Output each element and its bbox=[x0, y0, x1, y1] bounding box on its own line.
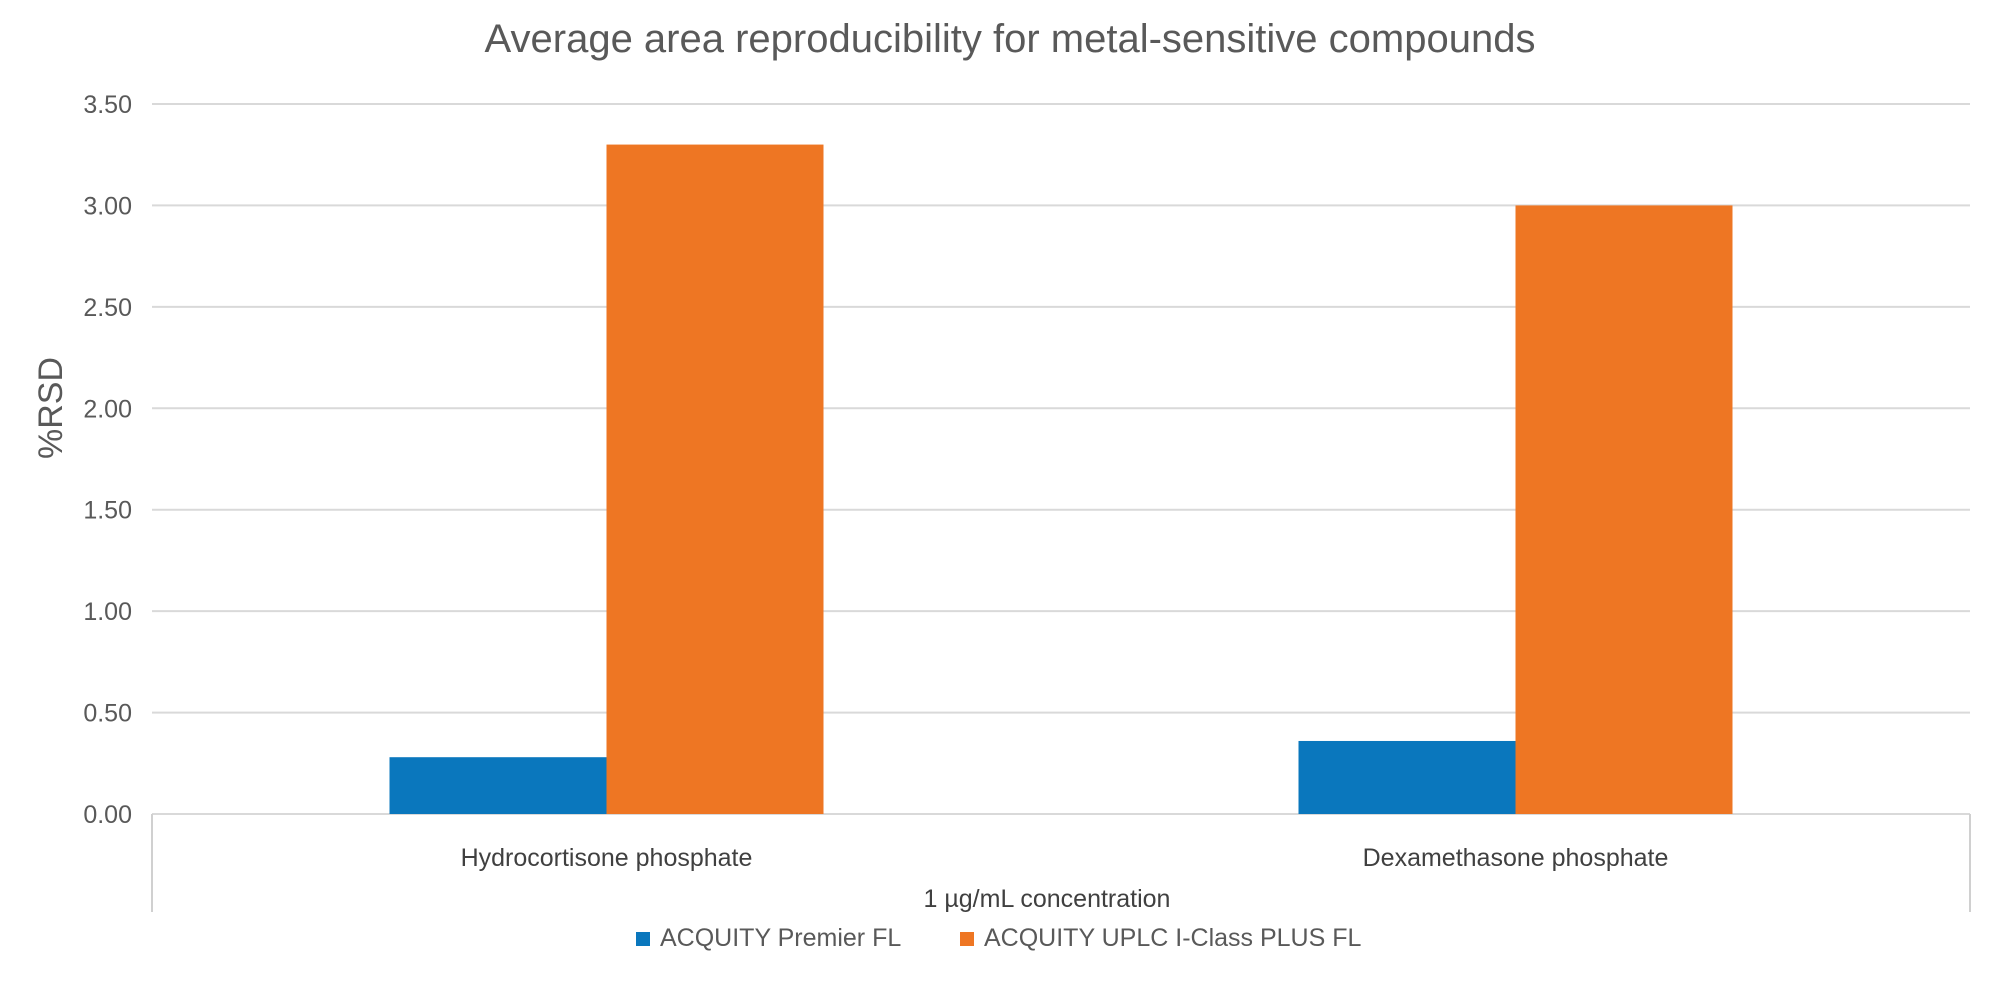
y-tick-label: 1.00 bbox=[83, 598, 132, 626]
bar bbox=[606, 144, 824, 815]
bar bbox=[1515, 205, 1733, 814]
x-tick-label: Hydrocortisone phosphate bbox=[461, 844, 753, 872]
y-tick-labels: 0.00 0.50 1.00 1.50 2.00 2.50 3.00 3.50 bbox=[83, 91, 132, 829]
legend-swatch bbox=[636, 932, 650, 946]
y-tick-label: 0.00 bbox=[83, 801, 132, 829]
gridlines bbox=[152, 103, 1970, 815]
y-axis-label: %RSD bbox=[32, 357, 70, 459]
x-tick-label: Dexamethasone phosphate bbox=[1363, 844, 1669, 872]
bar bbox=[389, 757, 607, 814]
bars bbox=[389, 144, 1733, 815]
bar bbox=[1298, 740, 1516, 814]
x-tick-labels: Hydrocortisone phosphate Dexamethasone ph… bbox=[461, 844, 1669, 872]
y-tick-label: 3.50 bbox=[83, 91, 132, 119]
legend-label: ACQUITY Premier FL bbox=[660, 924, 901, 952]
y-tick-label: 1.50 bbox=[83, 497, 132, 525]
y-tick-label: 0.50 bbox=[83, 700, 132, 728]
y-tick-label: 3.00 bbox=[83, 192, 132, 220]
x-axis-label: 1 µg/mL concentration bbox=[924, 885, 1171, 913]
legend: ACQUITY Premier FL ACQUITY UPLC I-Class P… bbox=[636, 924, 1362, 952]
chart-title: Average area reproducibility for metal-s… bbox=[485, 17, 1536, 61]
y-tick-label: 2.50 bbox=[83, 294, 132, 322]
y-tick-label: 2.00 bbox=[83, 395, 132, 423]
legend-swatch bbox=[960, 932, 974, 946]
legend-label: ACQUITY UPLC I-Class PLUS FL bbox=[984, 924, 1362, 952]
